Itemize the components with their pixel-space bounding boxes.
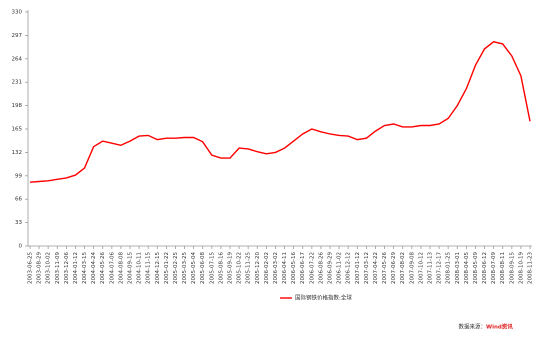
y-tick-label: 99 [15, 173, 22, 179]
x-tick-label: 2005-10-22 [237, 252, 243, 284]
x-tick-label: 2008-04-05 [464, 252, 470, 284]
y-tick-label: 0 [19, 244, 23, 250]
x-tick-label: 2005-02-25 [173, 252, 179, 284]
x-tick-label: 2006-11-02 [337, 252, 343, 284]
x-tick-label: 2005-08-16 [218, 252, 224, 284]
x-tick-label: 2008-11-23 [528, 252, 534, 284]
x-tick-label: 2008-10-19 [518, 252, 524, 284]
x-tick-label: 2008-03-01 [455, 252, 461, 284]
source-brand: Wind资讯 [486, 323, 513, 331]
x-tick-label: 2004-01-12 [73, 252, 79, 284]
x-tick-label: 2007-09-08 [409, 252, 415, 284]
x-tick-label: 2005-12-20 [255, 252, 261, 284]
y-tick-label: 132 [12, 150, 23, 156]
x-tick-label: 2007-04-22 [373, 252, 379, 284]
x-tick-label: 2004-11-15 [146, 252, 152, 284]
source-label: 数据来源： [458, 323, 486, 331]
x-tick-label: 2005-09-19 [228, 252, 234, 284]
x-tick-label: 2006-05-16 [291, 252, 297, 284]
x-tick-label: 2004-12-15 [155, 252, 161, 284]
y-tick-label: 33 [15, 220, 22, 226]
x-tick-label: 2005-03-25 [182, 252, 188, 284]
x-tick-label: 2004-04-24 [91, 252, 97, 284]
x-tick-label: 2006-04-11 [282, 252, 288, 284]
x-tick-label: 2008-01-25 [446, 252, 452, 284]
x-tick-label: 2005-05-04 [191, 252, 197, 284]
x-tick-label: 2008-05-09 [473, 252, 479, 284]
x-tick-label: 2007-06-29 [391, 252, 397, 284]
x-tick-label: 2004-07-06 [109, 252, 115, 284]
x-tick-label: 2007-10-12 [418, 252, 424, 284]
x-tick-label: 2007-11-13 [428, 252, 434, 284]
x-tick-label: 2007-05-26 [382, 252, 388, 284]
y-tick-label: 66 [15, 197, 22, 203]
x-tick-label: 2004-03-15 [82, 252, 88, 284]
y-tick-label: 165 [12, 127, 23, 133]
y-tick-label: 264 [12, 56, 23, 62]
x-tick-label: 2003-12-06 [64, 252, 70, 284]
x-tick-label: 2005-06-08 [200, 252, 206, 284]
legend-label: 国际钢铁价格指数:全球 [295, 294, 352, 302]
x-tick-label: 2006-12-12 [346, 252, 352, 284]
x-tick-label: 2006-02-02 [264, 252, 270, 284]
x-tick-label: 2006-06-17 [300, 252, 306, 284]
x-tick-label: 2008-06-12 [482, 252, 488, 284]
x-tick-label: 2004-08-08 [118, 252, 124, 284]
x-tick-label: 2008-09-15 [509, 252, 515, 284]
x-tick-label: 2005-07-15 [209, 252, 215, 284]
x-tick-label: 2007-08-02 [400, 252, 406, 284]
x-tick-label: 2003-11-09 [55, 252, 61, 284]
y-tick-label: 198 [12, 103, 23, 109]
x-tick-label: 2008-07-09 [491, 252, 497, 284]
x-tick-label: 2005-01-22 [164, 252, 170, 284]
x-tick-label: 2006-09-29 [328, 252, 334, 284]
x-tick-label: 2005-11-25 [246, 252, 252, 284]
x-tick-label: 2006-03-02 [273, 252, 279, 284]
x-tick-label: 2004-05-26 [100, 252, 106, 284]
x-tick-label: 2006-07-22 [309, 252, 315, 284]
y-tick-label: 231 [12, 80, 23, 86]
y-tick-label: 330 [12, 10, 23, 16]
y-tick-label: 297 [12, 33, 23, 39]
data-line [29, 41, 531, 183]
x-tick-label: 2003-08-29 [37, 252, 43, 284]
x-tick-label: 2007-03-12 [364, 252, 370, 284]
x-tick-label: 2003-10-02 [46, 252, 52, 284]
x-tick-label: 2008-08-11 [500, 252, 506, 284]
x-tick-label: 2007-12-17 [437, 252, 443, 284]
x-tick-label: 2004-09-15 [128, 252, 134, 284]
x-tick-label: 2007-01-12 [355, 252, 361, 284]
x-tick-label: 2004-10-11 [137, 252, 143, 284]
x-tick-label: 2006-08-26 [318, 252, 324, 284]
x-tick-label: 2003-06-25 [28, 252, 34, 284]
